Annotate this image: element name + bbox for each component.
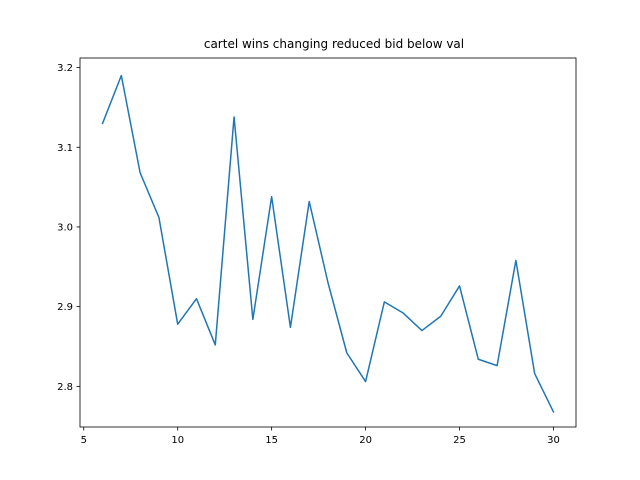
x-tick-label: 25 [453,435,466,446]
plot-frame [79,57,577,428]
x-tick-label: 30 [547,435,560,446]
y-tick-label: 2.8 [57,382,73,393]
x-tick-label: 20 [359,435,372,446]
y-tick-label: 3.2 [57,63,73,74]
x-tick-label: 15 [265,435,278,446]
y-tick-label: 3.0 [57,222,73,233]
x-tick-label: 10 [171,435,184,446]
series-line-0 [101,74,555,413]
plot-area [101,74,555,413]
x-tick-label: 5 [81,435,87,446]
axes: 5 10 15 20 25 30 2.8 2.9 3.0 3.1 3.2 [57,57,577,446]
y-tick-label: 3.1 [57,143,73,154]
chart-title: cartel wins changing reduced bid below v… [204,37,464,51]
y-tick-label: 2.9 [57,302,73,313]
